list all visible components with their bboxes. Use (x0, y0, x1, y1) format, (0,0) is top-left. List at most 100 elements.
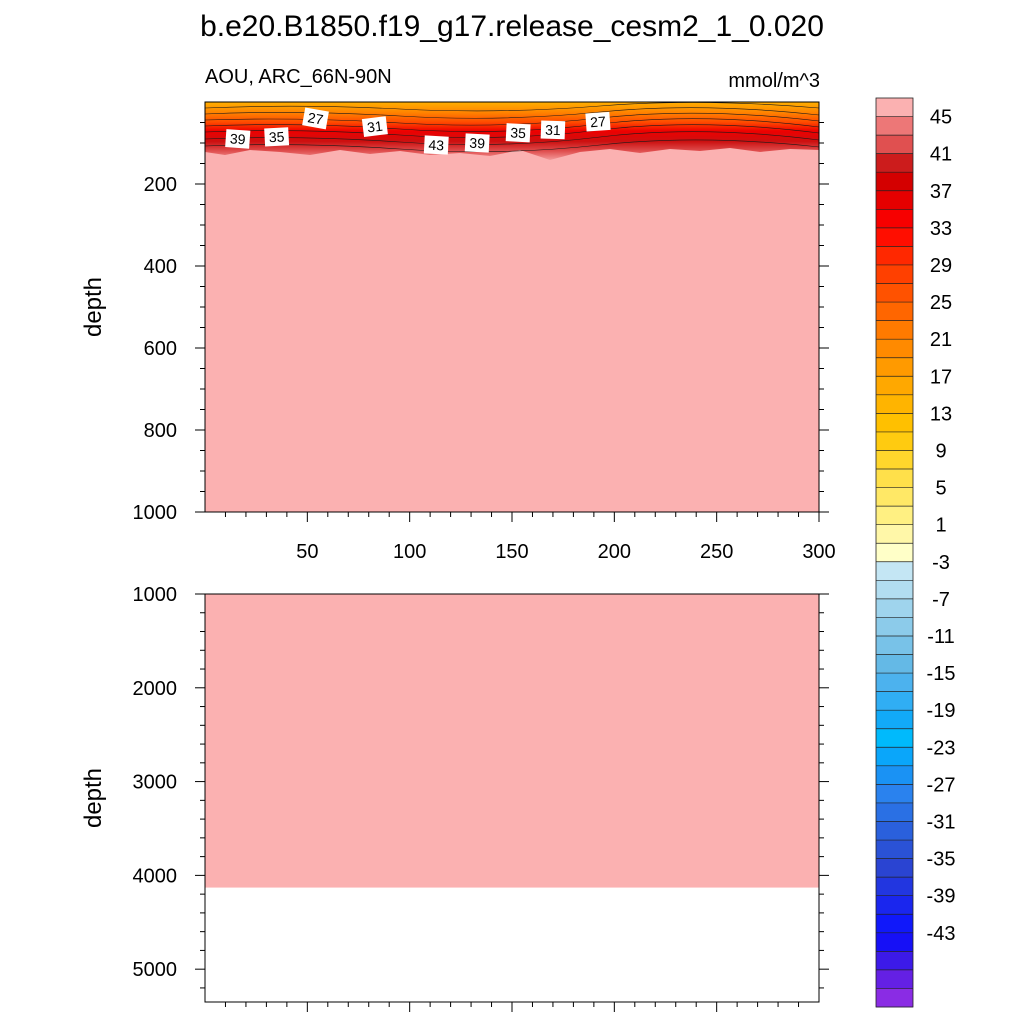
lower-ticks: 1000 2000 3000 4000 5000 (133, 584, 829, 1012)
x-tick-label: 300 (802, 541, 835, 563)
y-tick-label: 5000 (133, 959, 178, 981)
contour-label-box (423, 135, 449, 155)
contour-label: 31 (540, 120, 566, 140)
colorbar-swatch (876, 747, 913, 767)
colorbar-swatch (876, 821, 913, 841)
contour-label: 39 (464, 133, 490, 153)
colorbar-swatch (876, 227, 913, 247)
colorbar-label: -3 (932, 552, 950, 574)
contour-label-text: 35 (268, 128, 285, 145)
colorbar-label: 29 (930, 255, 952, 277)
colorbar-label: -11 (927, 626, 954, 648)
colorbar-frame (875, 97, 914, 1008)
upper-ylabel: depth (80, 277, 107, 337)
colorbar-swatch (876, 673, 913, 693)
colorbar-label: -15 (927, 663, 956, 685)
lower-fill (205, 594, 819, 888)
x-tick-label: 150 (495, 541, 528, 563)
colorbar-swatch (876, 339, 913, 359)
x-tick-label: 200 (598, 541, 631, 563)
colorbar-swatch (876, 710, 913, 730)
colorbar-swatch (876, 320, 913, 340)
x-tick-label: 100 (393, 541, 426, 563)
y-tick-label: 4000 (133, 865, 178, 887)
contour-label: 27 (585, 111, 611, 132)
upper-panel: 39 35 27 31 43 39 35 31 27 200 400 600 800 1000 50 100… (133, 101, 836, 563)
colorbar-swatch (876, 172, 913, 192)
contour-label-text: 27 (306, 109, 324, 127)
colorbar-swatch (876, 190, 913, 210)
contour-label-text: 27 (590, 113, 607, 130)
colorbar-label: 21 (930, 329, 952, 351)
colorbar-swatch (876, 914, 913, 934)
colorbar-swatch (876, 357, 913, 377)
colorbar-swatch (876, 135, 913, 155)
y-tick-label: 400 (144, 256, 177, 278)
colorbar-swatch (876, 506, 913, 526)
upper-ticks: 200 400 600 800 1000 50 100 150 200 250 300 (133, 122, 836, 563)
contour-label-box (302, 107, 329, 130)
colorbar-swatch (876, 524, 913, 544)
colorbar-swatch (876, 116, 913, 136)
y-tick-label: 800 (144, 420, 177, 442)
colorbar-swatch (876, 450, 913, 470)
y-tick-label: 1000 (133, 502, 178, 524)
contour-label-box (505, 123, 531, 143)
colorbar-label: -31 (927, 811, 956, 833)
colorbar: 45 41 37 33 29 25 21 17 13 9 5 1 -3 -7 -11 -15 -19 -23 -27… (875, 97, 956, 1008)
contour-label-text: 39 (469, 135, 486, 152)
colorbar-swatch (876, 932, 913, 952)
colorbar-swatch (876, 153, 913, 173)
colorbar-swatch (876, 617, 913, 637)
colorbar-label: 25 (930, 292, 952, 314)
colorbar-swatch (876, 469, 913, 488)
colorbar-swatch (876, 784, 913, 804)
colorbar-swatch (876, 802, 913, 822)
figure-title: b.e20.B1850.f19_g17.release_cesm2_1_0.02… (200, 10, 824, 43)
contour-label-text: 31 (366, 118, 384, 136)
colorbar-label: 13 (930, 403, 952, 425)
colorbar-swatch (876, 858, 913, 878)
contour-label-text: 31 (545, 122, 561, 139)
contour-label: 31 (361, 116, 388, 137)
colorbar-swatch (876, 543, 913, 563)
colorbar-label: 5 (935, 478, 946, 500)
colorbar-label: 9 (935, 440, 946, 462)
colorbar-label: -43 (927, 923, 956, 945)
colorbar-swatch (876, 765, 913, 785)
colorbar-swatch (876, 877, 913, 897)
contour-label-box (361, 116, 388, 137)
colorbar-swatch (876, 728, 913, 748)
colorbar-label: -27 (927, 774, 956, 796)
colorbar-swatch (876, 487, 913, 507)
upper-fill (205, 102, 819, 512)
colorbar-label: 41 (930, 144, 952, 166)
lower-panel: 1000 2000 3000 4000 5000 (133, 584, 829, 1012)
colorbar-swatch (876, 951, 913, 971)
colorbar-label: 45 (930, 107, 952, 129)
contour-label: 35 (505, 123, 531, 143)
colorbar-swatch (876, 561, 913, 581)
colorbar-swatch (876, 580, 913, 600)
colorbar-swatch (876, 691, 913, 711)
colorbar-label: 17 (930, 366, 952, 388)
colorbar-swatch (876, 635, 913, 655)
colorbar-swatch (876, 394, 913, 414)
contour-labels: 39 35 27 31 43 39 35 31 27 (225, 107, 611, 155)
colorbar-swatch (876, 98, 913, 117)
contour-label-text: 35 (510, 124, 527, 141)
colorbar-label: -39 (927, 886, 956, 908)
contour-label-text: 39 (229, 130, 246, 147)
colorbar-label: -7 (932, 589, 950, 611)
y-tick-label: 3000 (133, 772, 178, 794)
colorbar-swatch (876, 246, 913, 266)
y-tick-label: 1000 (133, 584, 178, 606)
contour-label-box (225, 129, 251, 149)
colorbar-swatch (876, 264, 913, 284)
colorbar-label: -19 (927, 700, 956, 722)
colorbar-label: 1 (935, 515, 946, 537)
x-tick-label: 50 (296, 541, 318, 563)
contour-label-box (540, 120, 566, 140)
contour-label-text: 43 (428, 137, 445, 154)
colorbar-swatch (876, 283, 913, 303)
